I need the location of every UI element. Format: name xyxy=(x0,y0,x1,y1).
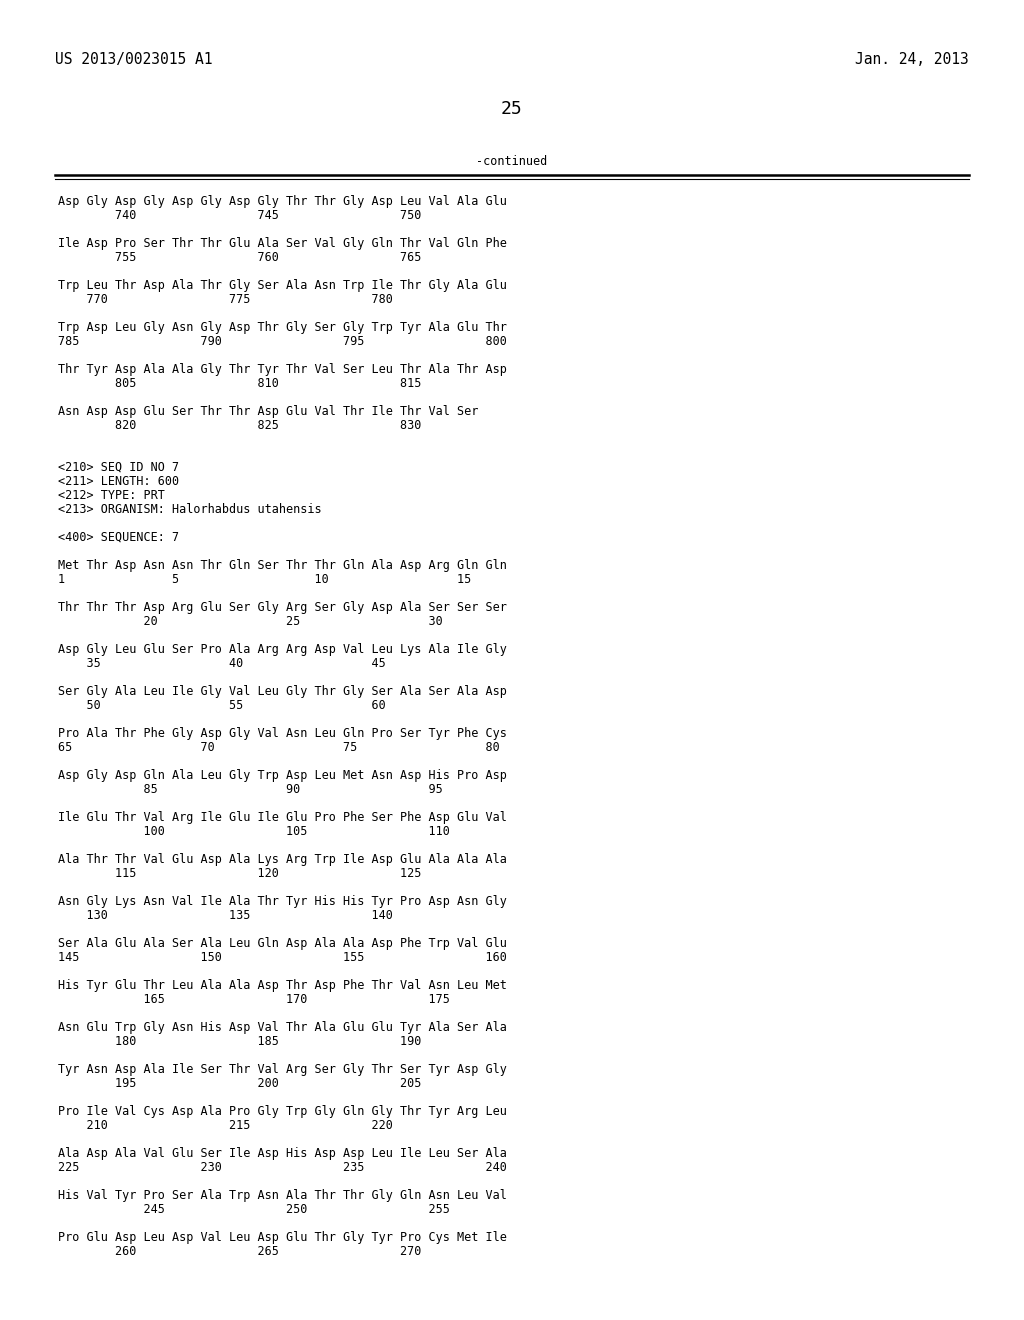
Text: 755                 760                 765: 755 760 765 xyxy=(58,251,421,264)
Text: 210                 215                 220: 210 215 220 xyxy=(58,1119,393,1133)
Text: 260                 265                 270: 260 265 270 xyxy=(58,1245,421,1258)
Text: <213> ORGANISM: Halorhabdus utahensis: <213> ORGANISM: Halorhabdus utahensis xyxy=(58,503,322,516)
Text: Thr Thr Thr Asp Arg Glu Ser Gly Arg Ser Gly Asp Ala Ser Ser Ser: Thr Thr Thr Asp Arg Glu Ser Gly Arg Ser … xyxy=(58,601,507,614)
Text: Asn Asp Asp Glu Ser Thr Thr Asp Glu Val Thr Ile Thr Val Ser: Asn Asp Asp Glu Ser Thr Thr Asp Glu Val … xyxy=(58,405,478,418)
Text: 65                  70                  75                  80: 65 70 75 80 xyxy=(58,741,500,754)
Text: 180                 185                 190: 180 185 190 xyxy=(58,1035,421,1048)
Text: 820                 825                 830: 820 825 830 xyxy=(58,418,421,432)
Text: 805                 810                 815: 805 810 815 xyxy=(58,378,421,389)
Text: <210> SEQ ID NO 7: <210> SEQ ID NO 7 xyxy=(58,461,179,474)
Text: 225                 230                 235                 240: 225 230 235 240 xyxy=(58,1162,507,1173)
Text: Asn Glu Trp Gly Asn His Asp Val Thr Ala Glu Glu Tyr Ala Ser Ala: Asn Glu Trp Gly Asn His Asp Val Thr Ala … xyxy=(58,1020,507,1034)
Text: 130                 135                 140: 130 135 140 xyxy=(58,909,393,921)
Text: Pro Glu Asp Leu Asp Val Leu Asp Glu Thr Gly Tyr Pro Cys Met Ile: Pro Glu Asp Leu Asp Val Leu Asp Glu Thr … xyxy=(58,1232,507,1243)
Text: Pro Ala Thr Phe Gly Asp Gly Val Asn Leu Gln Pro Ser Tyr Phe Cys: Pro Ala Thr Phe Gly Asp Gly Val Asn Leu … xyxy=(58,727,507,741)
Text: Asn Gly Lys Asn Val Ile Ala Thr Tyr His His Tyr Pro Asp Asn Gly: Asn Gly Lys Asn Val Ile Ala Thr Tyr His … xyxy=(58,895,507,908)
Text: Trp Leu Thr Asp Ala Thr Gly Ser Ala Asn Trp Ile Thr Gly Ala Glu: Trp Leu Thr Asp Ala Thr Gly Ser Ala Asn … xyxy=(58,279,507,292)
Text: US 2013/0023015 A1: US 2013/0023015 A1 xyxy=(55,51,213,67)
Text: 20                  25                  30: 20 25 30 xyxy=(58,615,442,628)
Text: Asp Gly Asp Gly Asp Gly Asp Gly Thr Thr Gly Asp Leu Val Ala Glu: Asp Gly Asp Gly Asp Gly Asp Gly Thr Thr … xyxy=(58,195,507,209)
Text: Ser Gly Ala Leu Ile Gly Val Leu Gly Thr Gly Ser Ala Ser Ala Asp: Ser Gly Ala Leu Ile Gly Val Leu Gly Thr … xyxy=(58,685,507,698)
Text: Ser Ala Glu Ala Ser Ala Leu Gln Asp Ala Ala Asp Phe Trp Val Glu: Ser Ala Glu Ala Ser Ala Leu Gln Asp Ala … xyxy=(58,937,507,950)
Text: Asp Gly Asp Gln Ala Leu Gly Trp Asp Leu Met Asn Asp His Pro Asp: Asp Gly Asp Gln Ala Leu Gly Trp Asp Leu … xyxy=(58,770,507,781)
Text: 165                 170                 175: 165 170 175 xyxy=(58,993,450,1006)
Text: 245                 250                 255: 245 250 255 xyxy=(58,1203,450,1216)
Text: 145                 150                 155                 160: 145 150 155 160 xyxy=(58,950,507,964)
Text: <212> TYPE: PRT: <212> TYPE: PRT xyxy=(58,488,165,502)
Text: Tyr Asn Asp Ala Ile Ser Thr Val Arg Ser Gly Thr Ser Tyr Asp Gly: Tyr Asn Asp Ala Ile Ser Thr Val Arg Ser … xyxy=(58,1063,507,1076)
Text: 785                 790                 795                 800: 785 790 795 800 xyxy=(58,335,507,348)
Text: Asp Gly Leu Glu Ser Pro Ala Arg Arg Asp Val Leu Lys Ala Ile Gly: Asp Gly Leu Glu Ser Pro Ala Arg Arg Asp … xyxy=(58,643,507,656)
Text: Jan. 24, 2013: Jan. 24, 2013 xyxy=(855,51,969,67)
Text: His Tyr Glu Thr Leu Ala Ala Asp Thr Asp Phe Thr Val Asn Leu Met: His Tyr Glu Thr Leu Ala Ala Asp Thr Asp … xyxy=(58,979,507,993)
Text: 115                 120                 125: 115 120 125 xyxy=(58,867,421,880)
Text: 740                 745                 750: 740 745 750 xyxy=(58,209,421,222)
Text: -continued: -continued xyxy=(476,154,548,168)
Text: <400> SEQUENCE: 7: <400> SEQUENCE: 7 xyxy=(58,531,179,544)
Text: Ile Asp Pro Ser Thr Thr Glu Ala Ser Val Gly Gln Thr Val Gln Phe: Ile Asp Pro Ser Thr Thr Glu Ala Ser Val … xyxy=(58,238,507,249)
Text: Thr Tyr Asp Ala Ala Gly Thr Tyr Thr Val Ser Leu Thr Ala Thr Asp: Thr Tyr Asp Ala Ala Gly Thr Tyr Thr Val … xyxy=(58,363,507,376)
Text: 1               5                   10                  15: 1 5 10 15 xyxy=(58,573,471,586)
Text: 195                 200                 205: 195 200 205 xyxy=(58,1077,421,1090)
Text: 100                 105                 110: 100 105 110 xyxy=(58,825,450,838)
Text: 35                  40                  45: 35 40 45 xyxy=(58,657,386,671)
Text: 25: 25 xyxy=(501,100,523,117)
Text: 50                  55                  60: 50 55 60 xyxy=(58,700,386,711)
Text: Trp Asp Leu Gly Asn Gly Asp Thr Gly Ser Gly Trp Tyr Ala Glu Thr: Trp Asp Leu Gly Asn Gly Asp Thr Gly Ser … xyxy=(58,321,507,334)
Text: <211> LENGTH: 600: <211> LENGTH: 600 xyxy=(58,475,179,488)
Text: Met Thr Asp Asn Asn Thr Gln Ser Thr Thr Gln Ala Asp Arg Gln Gln: Met Thr Asp Asn Asn Thr Gln Ser Thr Thr … xyxy=(58,558,507,572)
Text: Ile Glu Thr Val Arg Ile Glu Ile Glu Pro Phe Ser Phe Asp Glu Val: Ile Glu Thr Val Arg Ile Glu Ile Glu Pro … xyxy=(58,810,507,824)
Text: His Val Tyr Pro Ser Ala Trp Asn Ala Thr Thr Gly Gln Asn Leu Val: His Val Tyr Pro Ser Ala Trp Asn Ala Thr … xyxy=(58,1189,507,1203)
Text: Pro Ile Val Cys Asp Ala Pro Gly Trp Gly Gln Gly Thr Tyr Arg Leu: Pro Ile Val Cys Asp Ala Pro Gly Trp Gly … xyxy=(58,1105,507,1118)
Text: Ala Thr Thr Val Glu Asp Ala Lys Arg Trp Ile Asp Glu Ala Ala Ala: Ala Thr Thr Val Glu Asp Ala Lys Arg Trp … xyxy=(58,853,507,866)
Text: Ala Asp Ala Val Glu Ser Ile Asp His Asp Asp Leu Ile Leu Ser Ala: Ala Asp Ala Val Glu Ser Ile Asp His Asp … xyxy=(58,1147,507,1160)
Text: 85                  90                  95: 85 90 95 xyxy=(58,783,442,796)
Text: 770                 775                 780: 770 775 780 xyxy=(58,293,393,306)
